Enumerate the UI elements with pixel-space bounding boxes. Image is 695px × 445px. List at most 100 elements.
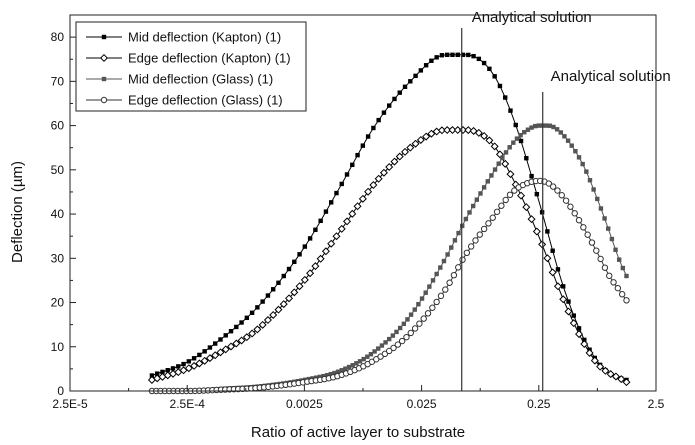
data-point (606, 272, 613, 279)
data-point (624, 273, 629, 279)
data-point (265, 293, 271, 298)
data-point (554, 127, 560, 132)
data-point (481, 60, 487, 66)
data-point (485, 179, 490, 184)
data-point (357, 359, 363, 364)
data-point (455, 52, 460, 58)
data-point (401, 321, 407, 327)
data-point (597, 255, 604, 263)
data-point (387, 336, 392, 342)
data-point (407, 329, 414, 337)
x-tick-label: 0.0025 (286, 397, 323, 411)
data-point (234, 324, 239, 330)
data-point (562, 134, 567, 139)
data-point (405, 317, 410, 322)
data-point (489, 214, 496, 221)
data-point (255, 305, 260, 310)
data-point (500, 155, 505, 161)
data-point (554, 187, 561, 194)
data-point (549, 183, 557, 190)
data-point (564, 307, 573, 316)
data-point (569, 143, 574, 148)
data-point (368, 352, 374, 357)
data-point (610, 279, 617, 286)
data-point (316, 254, 325, 263)
data-point (327, 239, 336, 248)
data-point (371, 125, 376, 131)
data-point (601, 264, 609, 271)
data-point (606, 226, 611, 231)
data-point (343, 217, 352, 226)
analytical-solution-label-1: Analytical solution (472, 9, 592, 26)
data-point (306, 269, 315, 278)
data-point (506, 170, 515, 179)
data-point (439, 53, 445, 58)
data-point (543, 123, 549, 128)
data-point (595, 196, 600, 202)
data-point (232, 339, 241, 348)
data-point (244, 315, 250, 321)
data-point (467, 243, 475, 250)
data-point (361, 356, 366, 362)
data-point (392, 96, 397, 102)
data-point (550, 248, 555, 253)
data-point (559, 295, 568, 304)
data-point (424, 310, 432, 317)
data-point (617, 375, 626, 384)
data-point (569, 319, 578, 328)
data-point (553, 282, 562, 291)
data-point (466, 52, 471, 58)
legend-item-mid-glass: Mid deflection (Glass) (1) (86, 72, 273, 87)
data-point (332, 232, 341, 241)
data-point (508, 108, 513, 113)
series-mid-kapton (149, 52, 629, 383)
analytical-solution-label-2: Analytical solution (551, 68, 671, 85)
data-point (532, 227, 541, 236)
data-point (160, 369, 165, 375)
data-point (438, 265, 443, 270)
data-point (558, 192, 565, 199)
data-point (460, 52, 466, 58)
data-point (412, 307, 417, 312)
data-point (618, 291, 626, 298)
data-point (598, 206, 604, 211)
data-point (606, 370, 615, 379)
data-point (394, 329, 399, 335)
data-point (418, 68, 424, 73)
data-point (411, 325, 419, 332)
data-point (149, 373, 155, 378)
data-point (324, 373, 330, 378)
data-point (524, 156, 529, 161)
data-point (221, 345, 230, 354)
data-point (154, 371, 160, 376)
data-point (350, 363, 355, 368)
data-point (449, 245, 454, 250)
x-tick-label: 2.5 (648, 397, 665, 411)
data-point (195, 359, 204, 368)
data-point (575, 330, 584, 339)
data-point (459, 256, 466, 263)
data-point (551, 124, 556, 130)
data-point (501, 159, 510, 168)
data-point (369, 180, 378, 190)
data-point (593, 247, 600, 254)
data-point (464, 126, 473, 135)
data-point (463, 249, 471, 257)
data-point (242, 333, 251, 342)
y-tick-label: 10 (51, 340, 65, 354)
data-point (337, 224, 346, 233)
data-point (339, 368, 344, 373)
data-point (562, 197, 570, 204)
data-point (492, 74, 497, 79)
data-point (497, 83, 503, 89)
data-point (411, 139, 420, 148)
ticks-layer: 2.5E-5 2.5E-4 0.0025 0.025 0.25 2.5 0 10 20 30 40 5… (51, 30, 665, 411)
data-point (580, 340, 589, 349)
data-point (565, 138, 571, 143)
data-point (286, 266, 292, 272)
data-point (365, 134, 371, 139)
data-point (170, 366, 176, 371)
legend-marker (101, 34, 107, 40)
data-point (434, 271, 439, 277)
